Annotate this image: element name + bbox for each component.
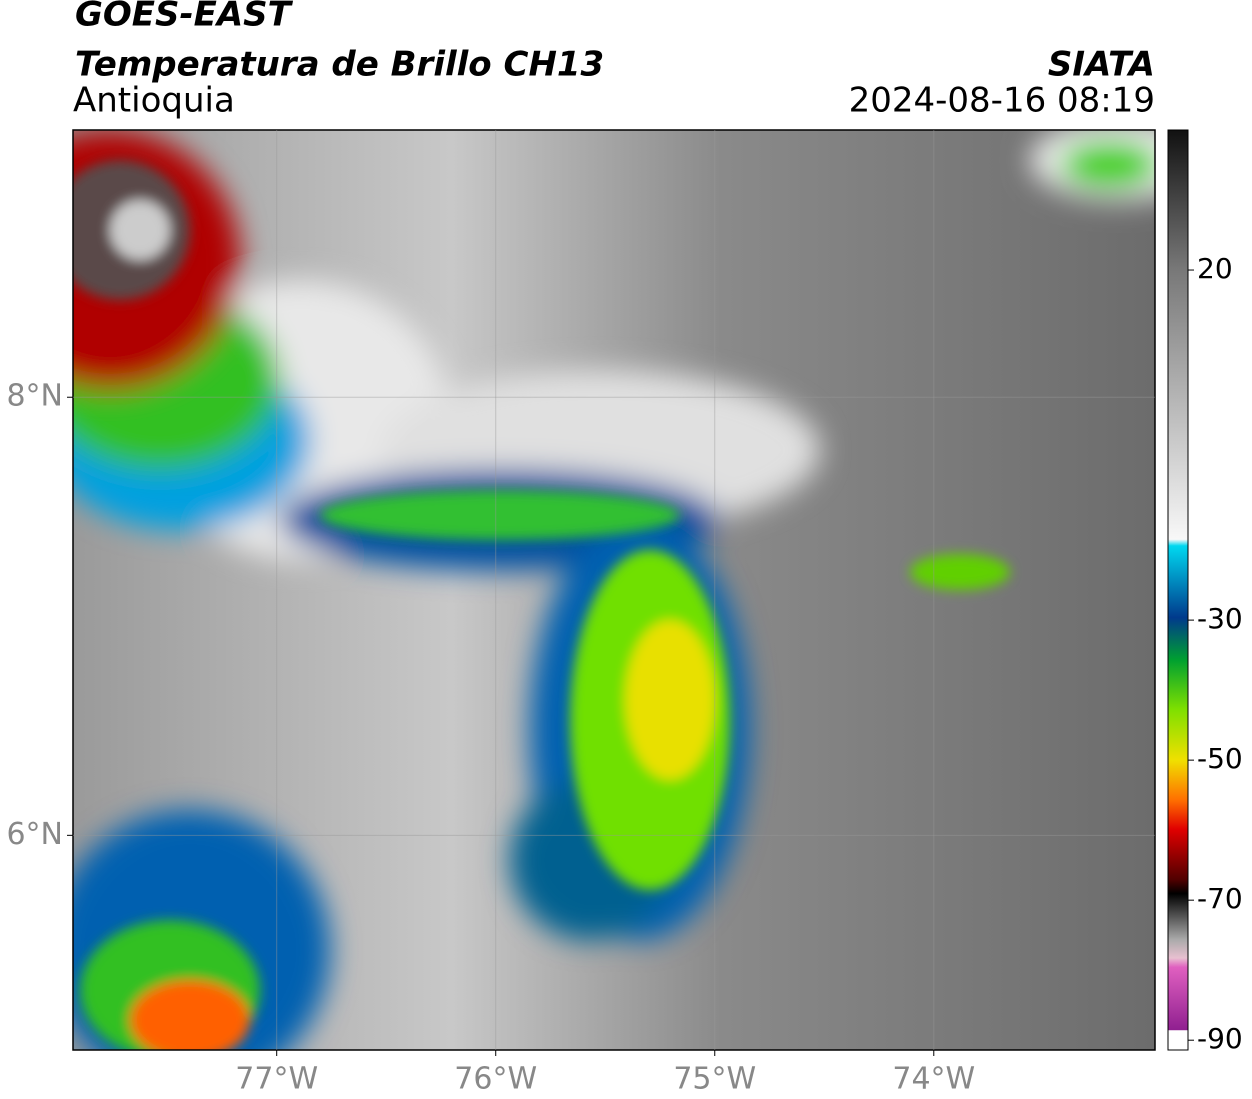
title: GOES-EAST [75, 0, 294, 35]
colorbar [1167, 129, 1189, 1051]
y-tick-label: 6°N [6, 817, 63, 852]
datetime: 2024-08-16 08:19 [849, 81, 1155, 121]
source: SIATA [1048, 45, 1155, 85]
colorbar-label: -70 [1197, 882, 1243, 915]
x-tick-label: 75°W [673, 1062, 756, 1097]
x-tick-label: 76°W [454, 1062, 537, 1097]
x-tick-label: 77°W [235, 1062, 318, 1097]
x-tick-label: 74°W [892, 1062, 975, 1097]
colorbar-label: -90 [1197, 1022, 1243, 1055]
colorbar-label: -50 [1197, 742, 1243, 775]
subtitle: Temperatura de Brillo CH13 [75, 45, 604, 85]
y-tick-label: 8°N [6, 379, 63, 414]
colorbar-label: -30 [1197, 602, 1243, 635]
map-frame [72, 129, 1156, 1051]
colorbar-label: 20 [1197, 252, 1233, 285]
region: Antioquia [73, 81, 235, 121]
imagery [73, 130, 1155, 1050]
